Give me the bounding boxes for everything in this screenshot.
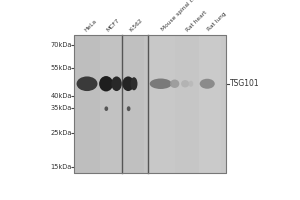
Ellipse shape xyxy=(130,77,137,90)
Text: 70kDa: 70kDa xyxy=(50,42,72,48)
Bar xyxy=(148,35,175,173)
Ellipse shape xyxy=(122,76,134,91)
Ellipse shape xyxy=(127,106,130,111)
Text: K-562: K-562 xyxy=(128,17,143,32)
Ellipse shape xyxy=(104,106,108,111)
Ellipse shape xyxy=(99,76,113,91)
Text: Rat heart: Rat heart xyxy=(185,10,208,32)
Ellipse shape xyxy=(189,81,193,87)
Text: Rat lung: Rat lung xyxy=(206,12,227,32)
Text: TSG101: TSG101 xyxy=(230,79,260,88)
Text: Mouse spinal cord: Mouse spinal cord xyxy=(161,0,202,32)
Ellipse shape xyxy=(181,80,189,87)
Bar xyxy=(122,35,145,173)
Text: 35kDa: 35kDa xyxy=(50,105,72,111)
Bar xyxy=(74,35,226,173)
Bar xyxy=(74,35,100,173)
Text: HeLa: HeLa xyxy=(84,18,98,32)
Text: 55kDa: 55kDa xyxy=(50,65,72,71)
Ellipse shape xyxy=(170,80,179,88)
Bar xyxy=(100,35,122,173)
Ellipse shape xyxy=(150,79,172,89)
Bar xyxy=(175,35,199,173)
Text: MCF7: MCF7 xyxy=(106,17,121,32)
Ellipse shape xyxy=(200,79,215,89)
Ellipse shape xyxy=(111,76,122,91)
Ellipse shape xyxy=(76,76,98,91)
Bar xyxy=(221,35,226,173)
Text: 15kDa: 15kDa xyxy=(50,164,72,170)
Bar xyxy=(145,35,148,173)
Text: 25kDa: 25kDa xyxy=(50,130,72,136)
Text: 40kDa: 40kDa xyxy=(50,93,72,99)
Bar xyxy=(199,35,221,173)
Bar xyxy=(74,35,226,173)
